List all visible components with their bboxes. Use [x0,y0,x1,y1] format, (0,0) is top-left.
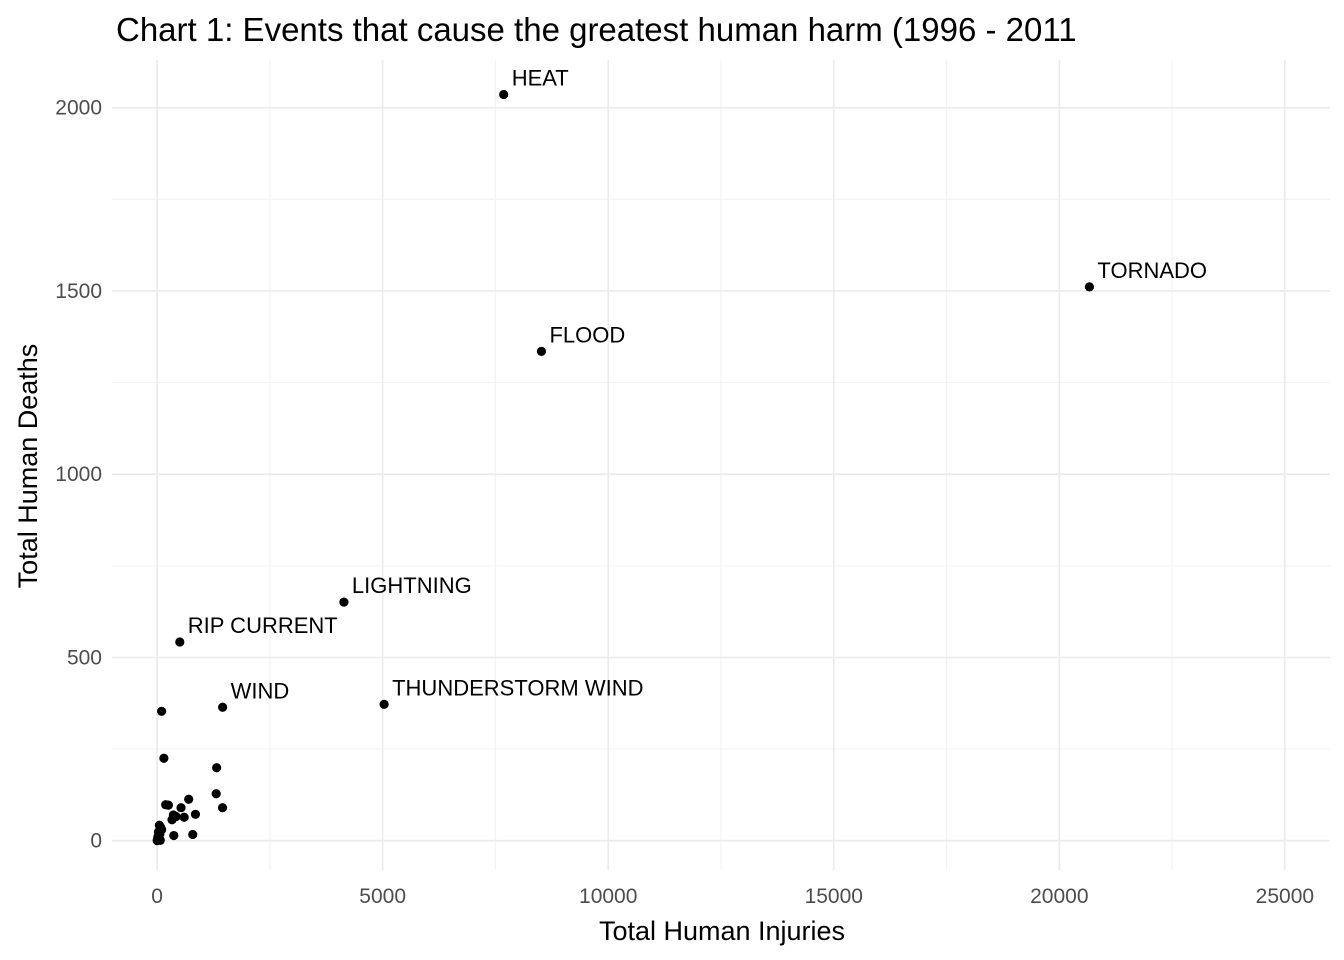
data-point [379,699,389,709]
point-label: LIGHTNING [352,573,472,598]
point-label: TORNADO [1097,258,1207,283]
data-point [176,803,186,813]
y-tick-labels: 0 500 1000 1500 2000 [55,97,102,853]
data-point [218,702,228,712]
grid [112,60,1330,870]
data-point [217,803,228,813]
y-tick-label: 1500 [55,280,102,303]
point-label: RIP CURRENT [188,613,338,638]
data-point [175,637,185,647]
x-tick-label: 5000 [359,885,406,908]
data-point [163,800,173,810]
data-point [179,812,189,822]
data-point [167,815,177,825]
data-point [1084,282,1095,292]
x-axis-label: Total Human Injuries [599,916,845,946]
data-point [499,89,509,100]
point-labels: TORNADO HEAT FLOOD LIGHTNING RIP CURRENT THUN… [188,65,1207,703]
x-tick-labels: 0 5000 10000 15000 20000 25000 [151,885,1314,908]
data-point [184,794,194,804]
x-tick-label: 15000 [805,885,863,908]
chart-title: Chart 1: Events that cause the greatest … [116,11,1077,48]
data-point [211,789,221,799]
point-label: FLOOD [549,322,625,347]
y-tick-label: 2000 [55,97,102,120]
x-tick-label: 20000 [1030,885,1088,908]
point-label: WIND [231,678,290,703]
data-points [152,89,1095,846]
y-tick-label: 500 [67,646,102,669]
data-point [169,830,179,841]
data-point [188,829,198,840]
x-tick-label: 25000 [1256,885,1314,908]
x-tick-label: 0 [151,885,163,908]
point-label: HEAT [512,65,569,90]
data-point [212,763,222,773]
data-point [190,809,201,819]
y-tick-label: 0 [90,830,102,853]
point-label: THUNDERSTORM WIND [392,675,643,700]
data-point [157,706,167,716]
y-tick-label: 1000 [55,463,102,486]
data-point [339,597,349,607]
x-tick-label: 10000 [579,885,637,908]
y-axis-label: Total Human Deaths [13,344,43,589]
data-point [536,346,547,356]
data-point [155,835,165,845]
data-point [159,753,169,763]
